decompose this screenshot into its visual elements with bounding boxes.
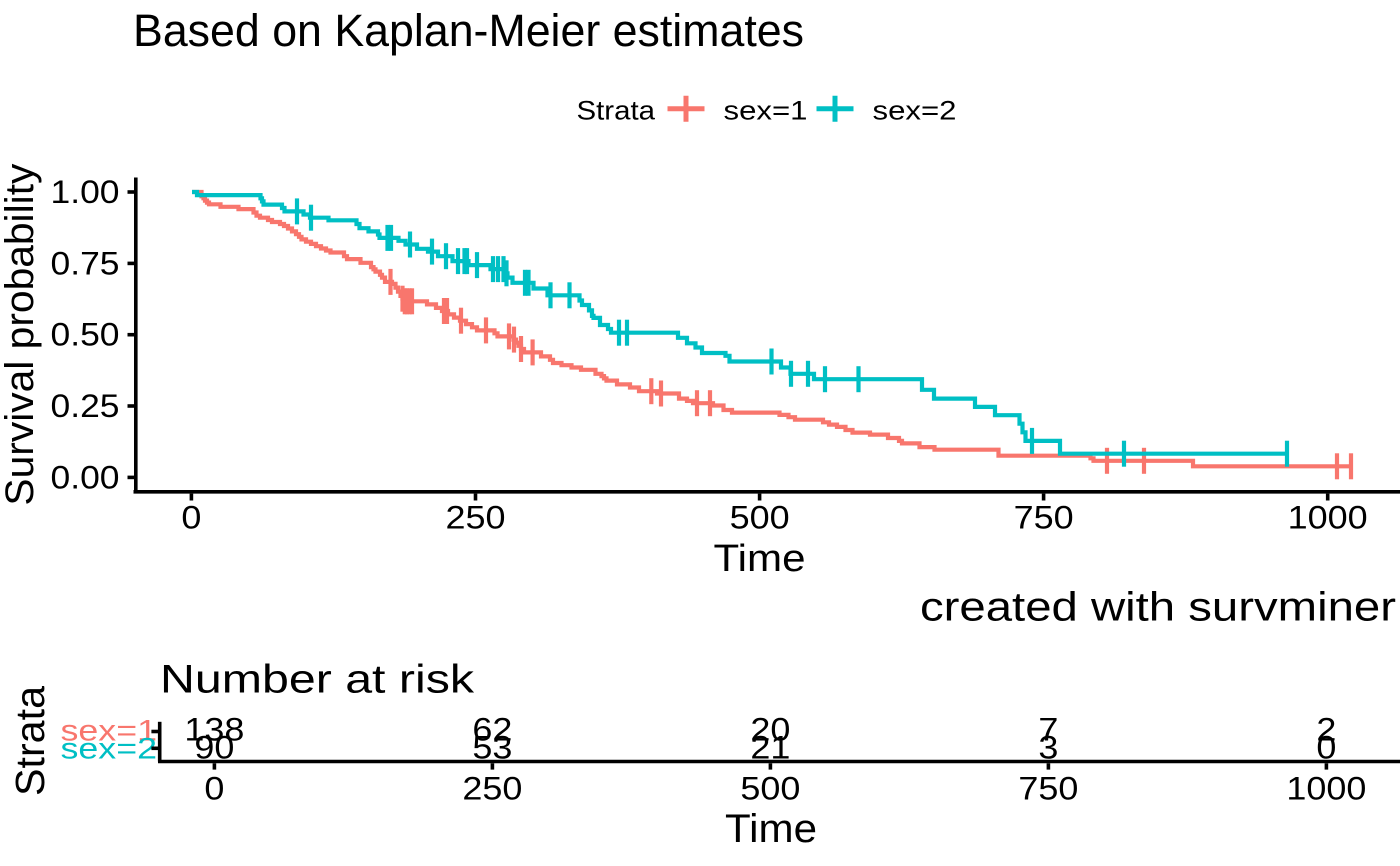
- svg-text:sex=2: sex=2: [873, 96, 957, 126]
- svg-text:Number at risk: Number at risk: [160, 658, 475, 702]
- svg-text:138: 138: [184, 712, 244, 748]
- svg-text:90: 90: [194, 730, 234, 766]
- svg-text:500: 500: [730, 500, 790, 536]
- svg-text:Time: Time: [725, 807, 817, 851]
- svg-text:250: 250: [462, 771, 522, 807]
- svg-text:sex=2: sex=2: [61, 733, 158, 766]
- svg-text:250: 250: [446, 500, 506, 536]
- svg-text:sex=1: sex=1: [61, 715, 158, 748]
- svg-text:0.25: 0.25: [51, 388, 120, 424]
- svg-text:0: 0: [181, 500, 201, 536]
- svg-text:0: 0: [1316, 730, 1336, 766]
- svg-text:2: 2: [1316, 712, 1336, 748]
- svg-text:3: 3: [1038, 730, 1058, 766]
- svg-text:Time: Time: [714, 538, 806, 580]
- svg-text:created with survminer: created with survminer: [920, 584, 1396, 630]
- svg-text:0: 0: [204, 771, 224, 807]
- svg-text:1.00: 1.00: [51, 174, 120, 210]
- svg-text:0.00: 0.00: [51, 459, 120, 495]
- svg-text:53: 53: [472, 730, 512, 766]
- svg-text:1000: 1000: [1288, 500, 1368, 536]
- svg-text:20: 20: [750, 712, 790, 748]
- svg-text:750: 750: [1014, 500, 1074, 536]
- svg-text:0.50: 0.50: [51, 317, 120, 353]
- svg-text:0.75: 0.75: [51, 245, 120, 281]
- svg-text:Strata: Strata: [577, 96, 657, 126]
- svg-text:750: 750: [1018, 771, 1078, 807]
- svg-text:21: 21: [750, 730, 790, 766]
- svg-text:Survival probability: Survival probability: [0, 164, 42, 506]
- svg-text:sex=1: sex=1: [724, 96, 808, 126]
- svg-text:1000: 1000: [1286, 771, 1366, 807]
- svg-text:Based on Kaplan-Meier estimate: Based on Kaplan-Meier estimates: [133, 5, 804, 56]
- svg-text:7: 7: [1038, 712, 1058, 748]
- svg-text:500: 500: [740, 771, 800, 807]
- svg-text:62: 62: [472, 712, 512, 748]
- svg-text:Strata: Strata: [7, 686, 53, 796]
